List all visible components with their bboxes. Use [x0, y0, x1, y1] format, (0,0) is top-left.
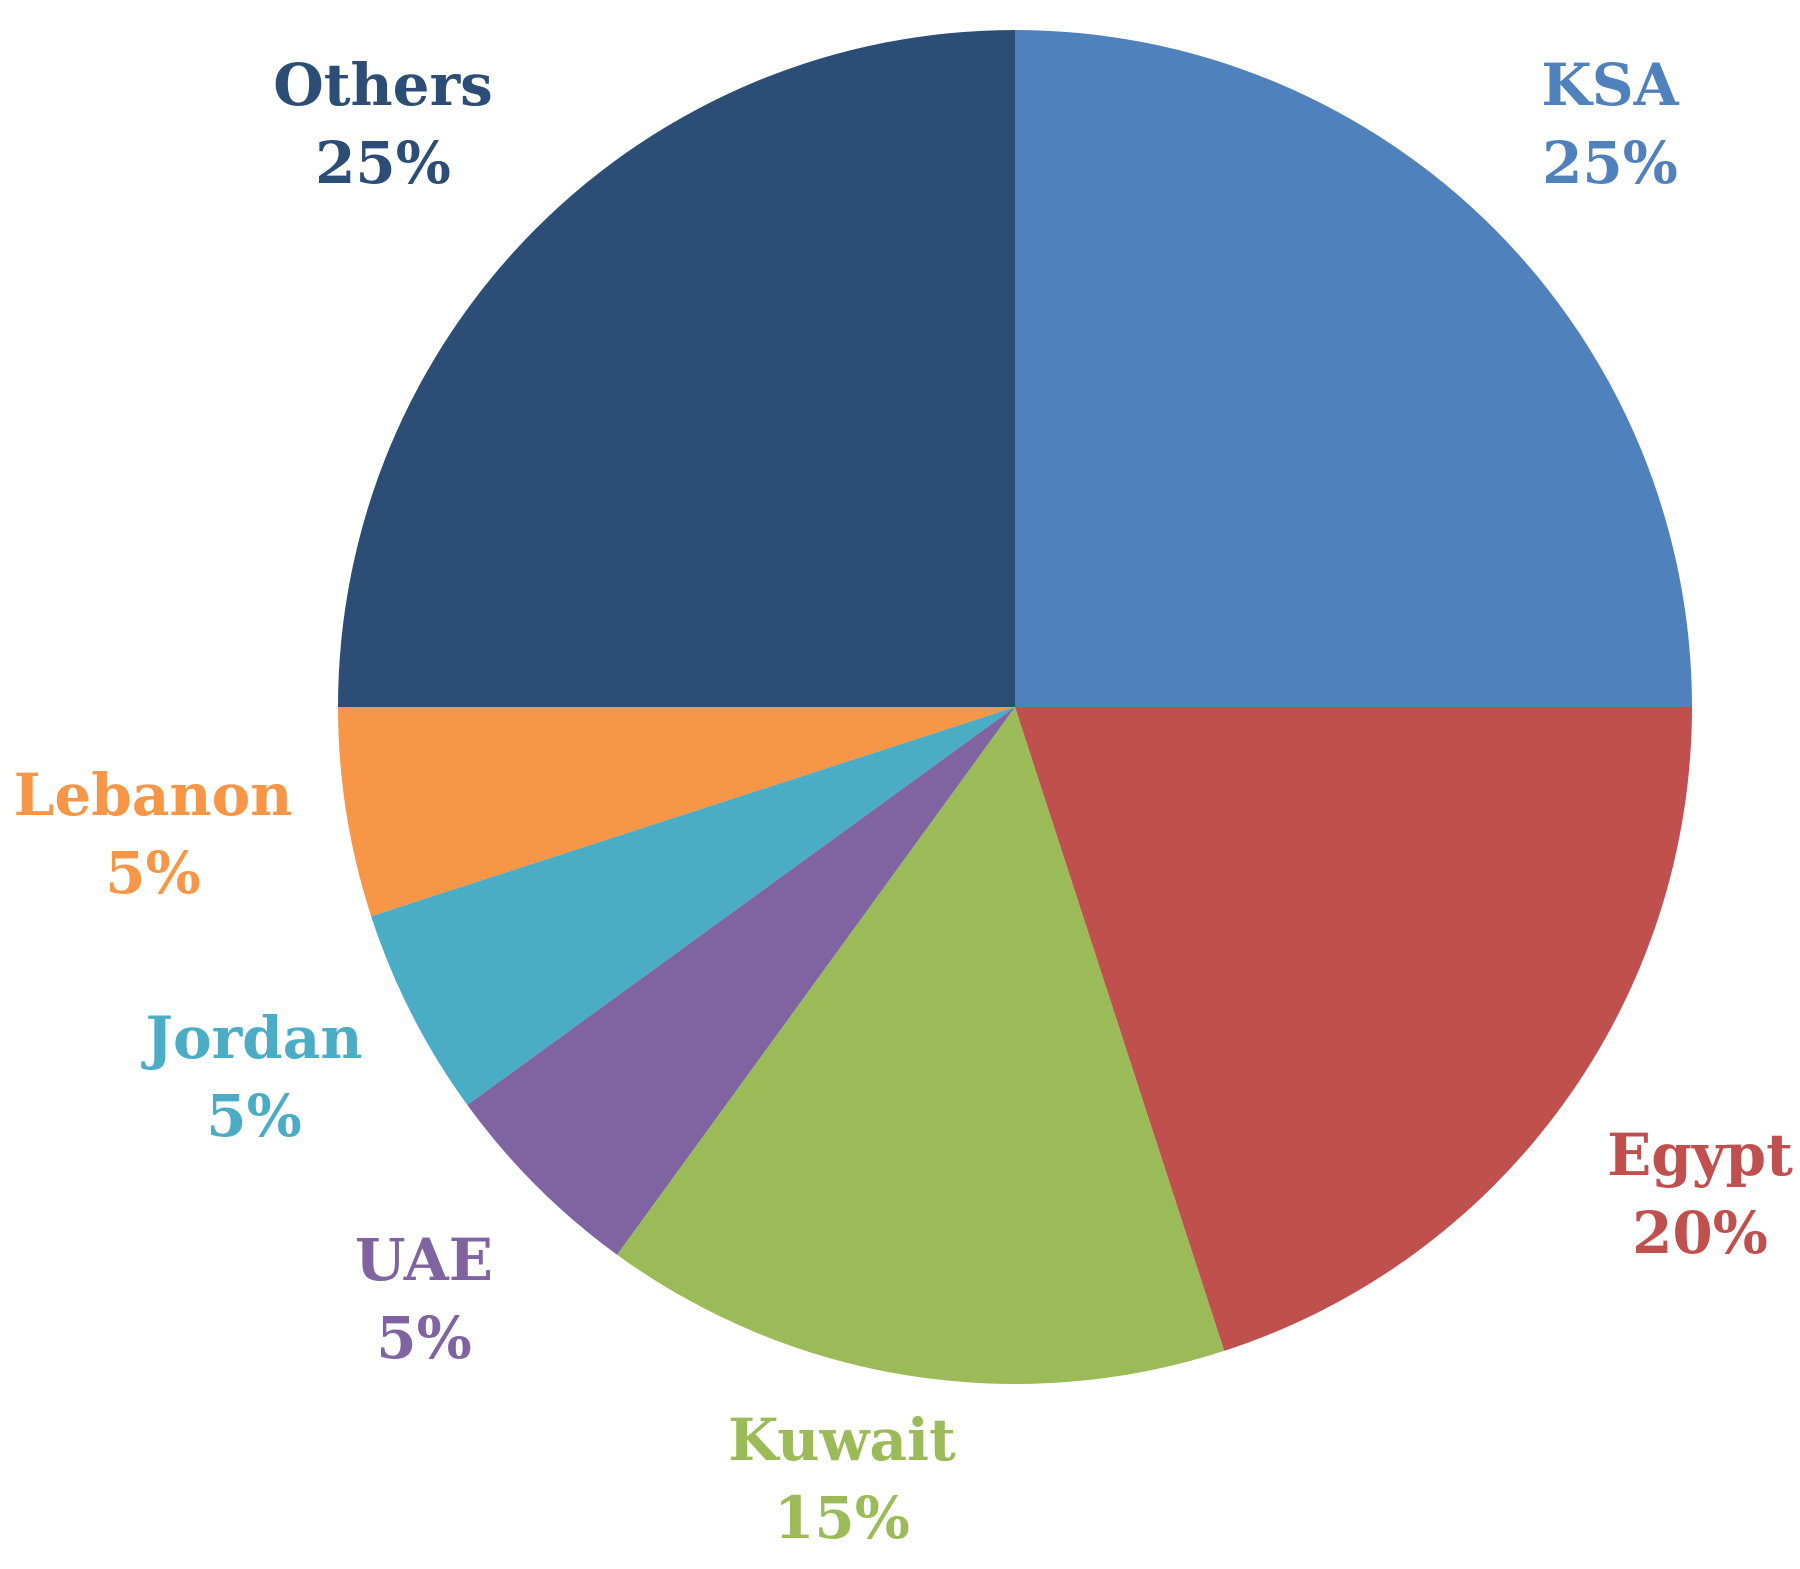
- pie-slice-ksa: [1015, 30, 1692, 707]
- slice-value-lebanon: 5%: [105, 839, 200, 907]
- slice-label-egypt: Egypt: [1607, 1121, 1793, 1189]
- slice-value-jordan: 5%: [206, 1082, 301, 1150]
- slice-label-ksa: KSA: [1541, 51, 1679, 119]
- slice-value-kuwait: 15%: [774, 1484, 910, 1552]
- pie-labels: KSA 25% Egypt 20% Kuwait 15% UAE 5% Jordan 5% Leba…: [14, 51, 1794, 1552]
- slice-value-others: 25%: [315, 129, 451, 197]
- pie-slices: [338, 30, 1692, 1385]
- slice-value-egypt: 20%: [1632, 1199, 1768, 1267]
- slice-label-jordan: Jordan: [141, 1004, 363, 1072]
- slice-label-kuwait: Kuwait: [728, 1406, 956, 1474]
- pie-slice-jordan: [371, 707, 1015, 1105]
- pie-slice-uae: [467, 707, 1015, 1255]
- slice-value-uae: 5%: [376, 1304, 471, 1372]
- slice-label-uae: UAE: [355, 1226, 493, 1294]
- pie-slice-lebanon: [338, 707, 1015, 917]
- pie-slice-kuwait: [617, 707, 1225, 1385]
- slice-label-others: Others: [273, 51, 493, 119]
- slice-value-ksa: 25%: [1542, 129, 1678, 197]
- pie-slice-others: [338, 30, 1015, 707]
- pie-slice-egypt: [1015, 707, 1692, 1351]
- slice-label-lebanon: Lebanon: [14, 761, 293, 829]
